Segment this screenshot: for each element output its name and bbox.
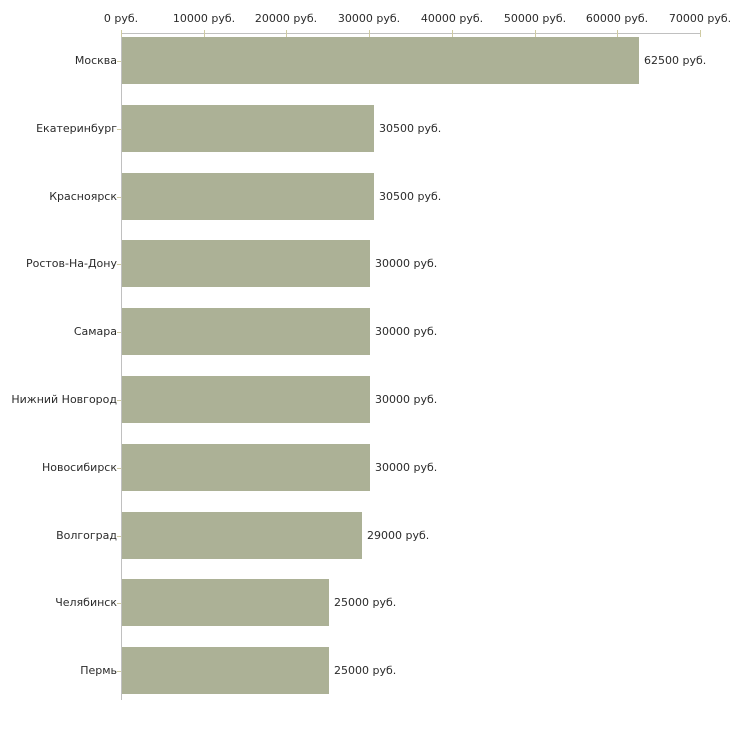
x-axis-tick [452, 30, 453, 37]
value-label: 30500 руб. [379, 190, 442, 203]
value-label: 29000 руб. [367, 529, 430, 542]
value-label: 30000 руб. [375, 461, 438, 474]
bar-8 [122, 512, 362, 559]
category-label: Москва [74, 54, 117, 67]
x-axis-tick-label: 60000 руб. [585, 12, 649, 25]
x-axis-tick [286, 30, 287, 37]
category-label: Новосибирск [41, 461, 117, 474]
x-axis-tick-label: 70000 руб. [668, 12, 730, 25]
value-label: 30000 руб. [375, 257, 438, 270]
category-label: Пермь [80, 664, 117, 677]
bar-1 [122, 37, 639, 84]
value-label: 30500 руб. [379, 122, 442, 135]
bar-3 [122, 173, 374, 220]
x-axis-tick [617, 30, 618, 37]
category-label: Самара [73, 325, 117, 338]
x-axis-tick [535, 30, 536, 37]
y-axis-tick [117, 264, 121, 265]
category-label: Екатеринбург [36, 122, 117, 135]
value-label: 62500 руб. [644, 54, 707, 67]
category-label: Волгоград [56, 529, 117, 542]
x-axis-tick-label: 10000 руб. [172, 12, 236, 25]
x-axis-tick-label: 0 руб. [103, 12, 139, 25]
y-axis-tick [117, 61, 121, 62]
x-axis-tick [369, 30, 370, 37]
value-label: 25000 руб. [334, 664, 397, 677]
bar-9 [122, 579, 329, 626]
bar-2 [122, 105, 374, 152]
x-axis-tick-label: 20000 руб. [254, 12, 318, 25]
y-axis-tick [117, 129, 121, 130]
bar-5 [122, 308, 370, 355]
y-axis-tick [117, 536, 121, 537]
bar-6 [122, 376, 370, 423]
y-axis-line [121, 33, 122, 700]
x-axis-tick [121, 30, 122, 37]
x-axis-tick [204, 30, 205, 37]
category-label: Нижний Новгород [11, 393, 117, 406]
y-axis-tick [117, 468, 121, 469]
category-label: Красноярск [49, 190, 117, 203]
x-axis-line [121, 33, 701, 34]
value-label: 30000 руб. [375, 393, 438, 406]
y-axis-tick [117, 332, 121, 333]
y-axis-tick [117, 400, 121, 401]
category-label: Ростов-На-Дону [25, 257, 117, 270]
y-axis-tick [117, 603, 121, 604]
x-axis-tick-label: 40000 руб. [420, 12, 484, 25]
category-label: Челябинск [55, 596, 117, 609]
y-axis-tick [117, 671, 121, 672]
value-label: 25000 руб. [334, 596, 397, 609]
bar-4 [122, 240, 370, 287]
bar-7 [122, 444, 370, 491]
x-axis-tick-label: 30000 руб. [337, 12, 401, 25]
value-label: 30000 руб. [375, 325, 438, 338]
x-axis-tick [700, 30, 701, 37]
x-axis-tick-label: 50000 руб. [503, 12, 567, 25]
y-axis-tick [117, 197, 121, 198]
bar-10 [122, 647, 329, 694]
